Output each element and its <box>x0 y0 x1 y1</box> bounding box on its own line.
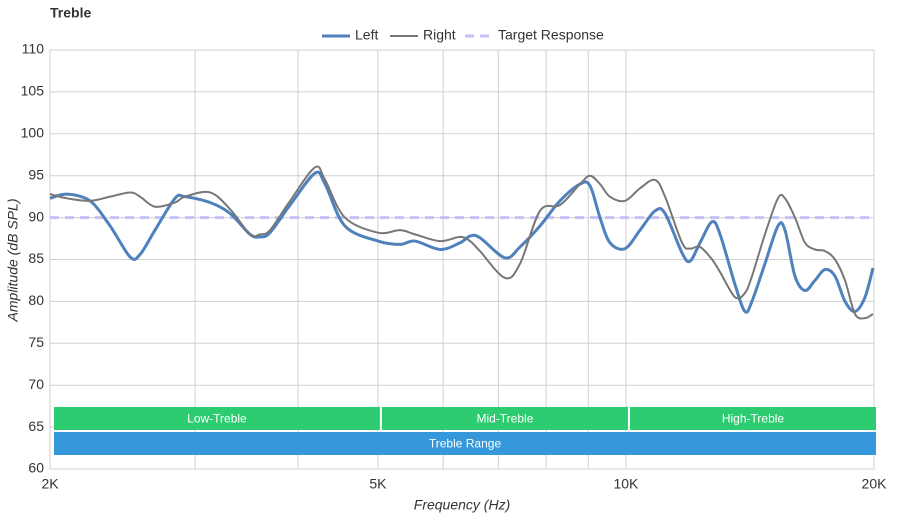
y-tick-label: 90 <box>28 208 44 224</box>
plot-border <box>49 49 875 470</box>
y-tick-label: 65 <box>28 418 44 434</box>
x-tick-label: 2K <box>41 476 59 492</box>
series-line <box>49 170 875 314</box>
y-tick-label: 70 <box>28 376 44 392</box>
y-tick-label: 60 <box>28 460 44 476</box>
y-tick-label: 95 <box>28 166 44 182</box>
y-tick-label: 75 <box>28 334 44 350</box>
band-label: High-Treble <box>722 412 785 426</box>
legend-label: Left <box>355 27 378 43</box>
band-label: Mid-Treble <box>476 412 533 426</box>
y-tick-label: 110 <box>22 41 45 57</box>
x-tick-label: 5K <box>369 476 387 492</box>
series-line <box>49 165 874 320</box>
band <box>629 407 876 430</box>
band-label: Treble Range <box>429 437 502 451</box>
x-axis-label: Frequency (Hz) <box>414 497 510 513</box>
band-label: Low-Treble <box>187 412 247 426</box>
band <box>381 407 628 430</box>
y-tick-label: 105 <box>21 83 45 99</box>
band <box>54 432 876 455</box>
y-tick-label: 80 <box>28 292 44 308</box>
legend: Left Right Target Response <box>322 27 604 43</box>
legend-label: Target Response <box>498 27 604 43</box>
legend-label: Right <box>423 27 456 43</box>
chart-title: Treble <box>50 5 91 21</box>
y-axis-label: Amplitude (dB SPL) <box>5 199 21 323</box>
y-tick-label: 100 <box>21 125 45 141</box>
x-tick-label: 20K <box>862 476 888 492</box>
x-tick-label: 10K <box>613 476 639 492</box>
y-tick-label: 85 <box>28 250 44 266</box>
band <box>54 407 380 430</box>
